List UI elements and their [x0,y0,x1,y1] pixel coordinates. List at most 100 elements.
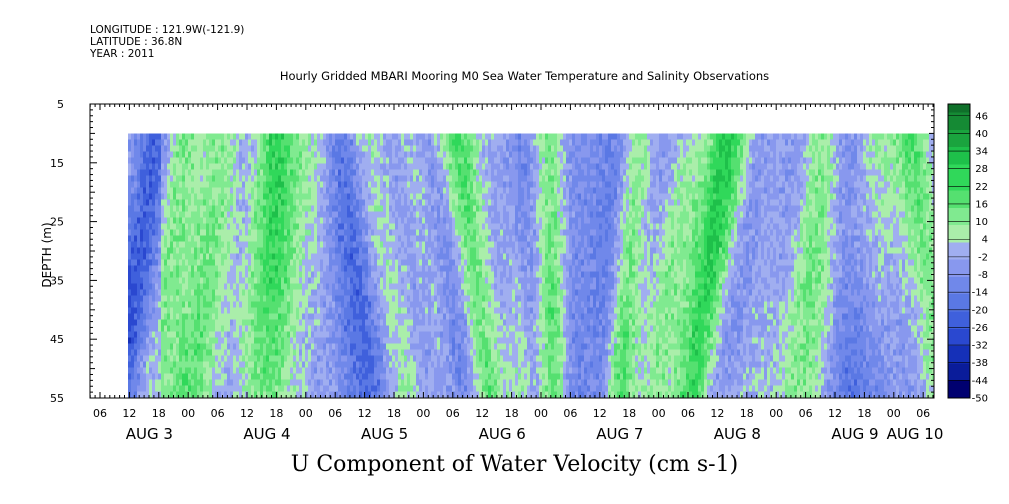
heatmap-cell [419,253,422,260]
heatmap-cell [266,163,269,170]
heatmap-cell [263,175,266,182]
heatmap-cell [158,193,161,200]
heatmap-cell [146,349,149,356]
heatmap-cell [305,361,308,368]
heatmap-cell [272,205,275,212]
heatmap-cell [182,169,185,176]
heatmap-cell [218,313,221,320]
heatmap-cell [245,289,248,296]
heatmap-cell [305,295,308,302]
heatmap-cell [299,175,302,182]
heatmap-cell [170,247,173,254]
heatmap-cell [314,313,317,320]
heatmap-cell [170,361,173,368]
heatmap-cell [146,133,149,140]
heatmap-cell [131,385,134,392]
heatmap-cell [425,259,428,266]
heatmap-cell [236,259,239,266]
heatmap-cell [419,229,422,236]
heatmap-cell [320,235,323,242]
heatmap-cell [338,151,341,158]
heatmap-cell [308,217,311,224]
heatmap-cell [263,187,266,194]
heatmap-cell [278,235,281,242]
heatmap-cell [398,259,401,266]
heatmap-cell [128,367,131,374]
heatmap-cell [353,247,356,254]
heatmap-cell [152,163,155,170]
heatmap-cell [269,289,272,296]
heatmap-cell [377,175,380,182]
heatmap-cell [287,355,290,362]
heatmap-cell [314,199,317,206]
heatmap-cell [230,253,233,260]
heatmap-cell [437,289,440,296]
heatmap-cell [176,193,179,200]
heatmap-cell [353,373,356,380]
heatmap-cell [425,169,428,176]
heatmap-cell [212,379,215,386]
heatmap-cell [137,289,140,296]
heatmap-cell [404,241,407,248]
heatmap-cell [323,181,326,188]
heatmap-cell [143,349,146,356]
heatmap-cell [284,259,287,266]
heatmap-cell [320,265,323,272]
heatmap-cell [338,361,341,368]
heatmap-cell [344,331,347,338]
heatmap-cell [155,199,158,206]
heatmap-cell [446,247,449,254]
heatmap-cell [248,223,251,230]
heatmap-cell [278,319,281,326]
heatmap-cell [191,169,194,176]
heatmap-cell [191,259,194,266]
heatmap-cell [137,379,140,386]
heatmap-cell [347,175,350,182]
heatmap-cell [290,349,293,356]
heatmap-cell [359,235,362,242]
heatmap-cell [356,361,359,368]
heatmap-cell [383,367,386,374]
heatmap-cell [302,151,305,158]
heatmap-cell [446,385,449,392]
heatmap-cell [335,265,338,272]
heatmap-cell [416,223,419,230]
heatmap-cell [431,379,434,386]
heatmap-cell [305,265,308,272]
heatmap-cell [416,175,419,182]
heatmap-cell [278,151,281,158]
heatmap-cell [266,331,269,338]
heatmap-cell [218,193,221,200]
heatmap-cell [383,355,386,362]
heatmap-cell [452,349,455,356]
heatmap-cell [275,241,278,248]
heatmap-cell [152,199,155,206]
heatmap-cell [200,133,203,140]
heatmap-cell [170,343,173,350]
heatmap-cell [410,199,413,206]
heatmap-cell [263,145,266,152]
heatmap-cell [326,193,329,200]
heatmap-cell [314,373,317,380]
heatmap-cell [404,391,407,398]
heatmap-cell [419,235,422,242]
heatmap-cell [251,145,254,152]
heatmap-cell [443,229,446,236]
heatmap-cell [371,187,374,194]
heatmap-cell [386,139,389,146]
heatmap-cell [335,385,338,392]
heatmap-cell [413,313,416,320]
heatmap-cell [224,349,227,356]
heatmap-cell [368,301,371,308]
heatmap-cell [314,211,317,218]
heatmap-cell [374,151,377,158]
heatmap-cell [287,361,290,368]
heatmap-cell [236,139,239,146]
heatmap-cell [437,169,440,176]
heatmap-cell [422,175,425,182]
heatmap-cell [455,283,458,290]
heatmap-cell [221,193,224,200]
heatmap-cell [242,175,245,182]
heatmap-cell [344,307,347,314]
heatmap-cell [293,163,296,170]
